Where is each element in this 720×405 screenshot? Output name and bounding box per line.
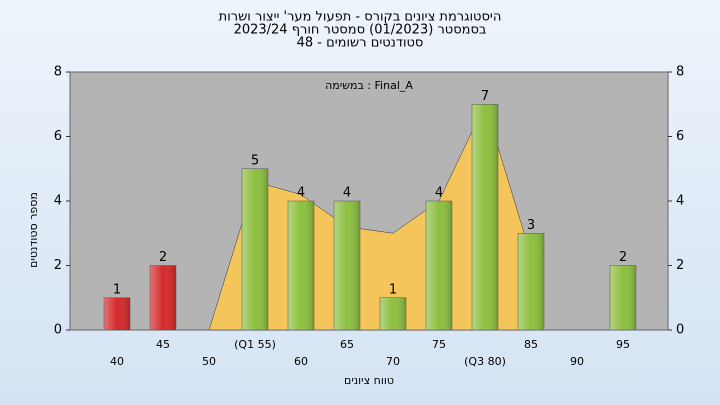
data-label: 1: [113, 282, 121, 297]
y2-tick-label: 4: [676, 194, 684, 209]
title-line: בסמסטר (01/2023) סמסטר חורף 2023/24: [234, 23, 487, 38]
bar-shade: [517, 233, 545, 331]
bar-shade: [471, 104, 499, 331]
bar-shade: [379, 297, 407, 331]
x-tick-label: 70: [386, 355, 400, 368]
x-tick-label: 85: [524, 338, 538, 351]
y2-tick-label: 2: [676, 258, 684, 273]
bar-shade: [287, 200, 315, 331]
x-tick-label: (Q1 55): [234, 338, 276, 351]
x-tick-label: 65: [340, 338, 354, 351]
x-tick-label: 50: [202, 355, 216, 368]
x-tick-label: (Q3 80): [464, 355, 506, 368]
data-label: 5: [251, 153, 259, 168]
data-label: 1: [389, 282, 397, 297]
bar-shade: [149, 265, 177, 331]
data-label: 2: [159, 250, 167, 265]
bar-shade: [609, 265, 637, 331]
y2-tick-label: 8: [676, 65, 684, 80]
y-tick-label: 2: [54, 258, 62, 273]
y-axis-label: מספר סטודנטים: [27, 192, 40, 268]
x-tick-label: 60: [294, 355, 308, 368]
x-tick-label: 95: [616, 338, 630, 351]
data-label: 3: [527, 218, 535, 233]
data-label: 7: [481, 89, 489, 104]
x-axis-label: טווח ציונים: [344, 374, 394, 387]
x-tick-label: 90: [570, 355, 584, 368]
data-label: 4: [435, 186, 443, 201]
y-tick-label: 8: [54, 65, 62, 80]
y2-tick-label: 0: [676, 323, 684, 338]
bar-shade: [425, 200, 453, 331]
annotation: במשימה : Final_A: [325, 79, 413, 92]
bar-shade: [103, 297, 131, 331]
x-tick-label: 40: [110, 355, 124, 368]
bar-shade: [241, 168, 269, 331]
bar-shade: [333, 200, 361, 331]
y-tick-label: 4: [54, 194, 62, 209]
data-label: 4: [343, 186, 351, 201]
y2-tick-label: 6: [676, 129, 684, 144]
title-line: היסטוגרמת ציונים בקורס - תפעול מער' ייצו…: [219, 10, 502, 25]
title-line: סטודנטים רשומים - 48: [297, 36, 424, 51]
x-tick-label: 75: [432, 338, 446, 351]
data-label: 2: [619, 250, 627, 265]
x-tick-label: 45: [156, 338, 170, 351]
data-label: 4: [297, 186, 305, 201]
y-tick-label: 6: [54, 129, 62, 144]
y-tick-label: 0: [54, 323, 62, 338]
